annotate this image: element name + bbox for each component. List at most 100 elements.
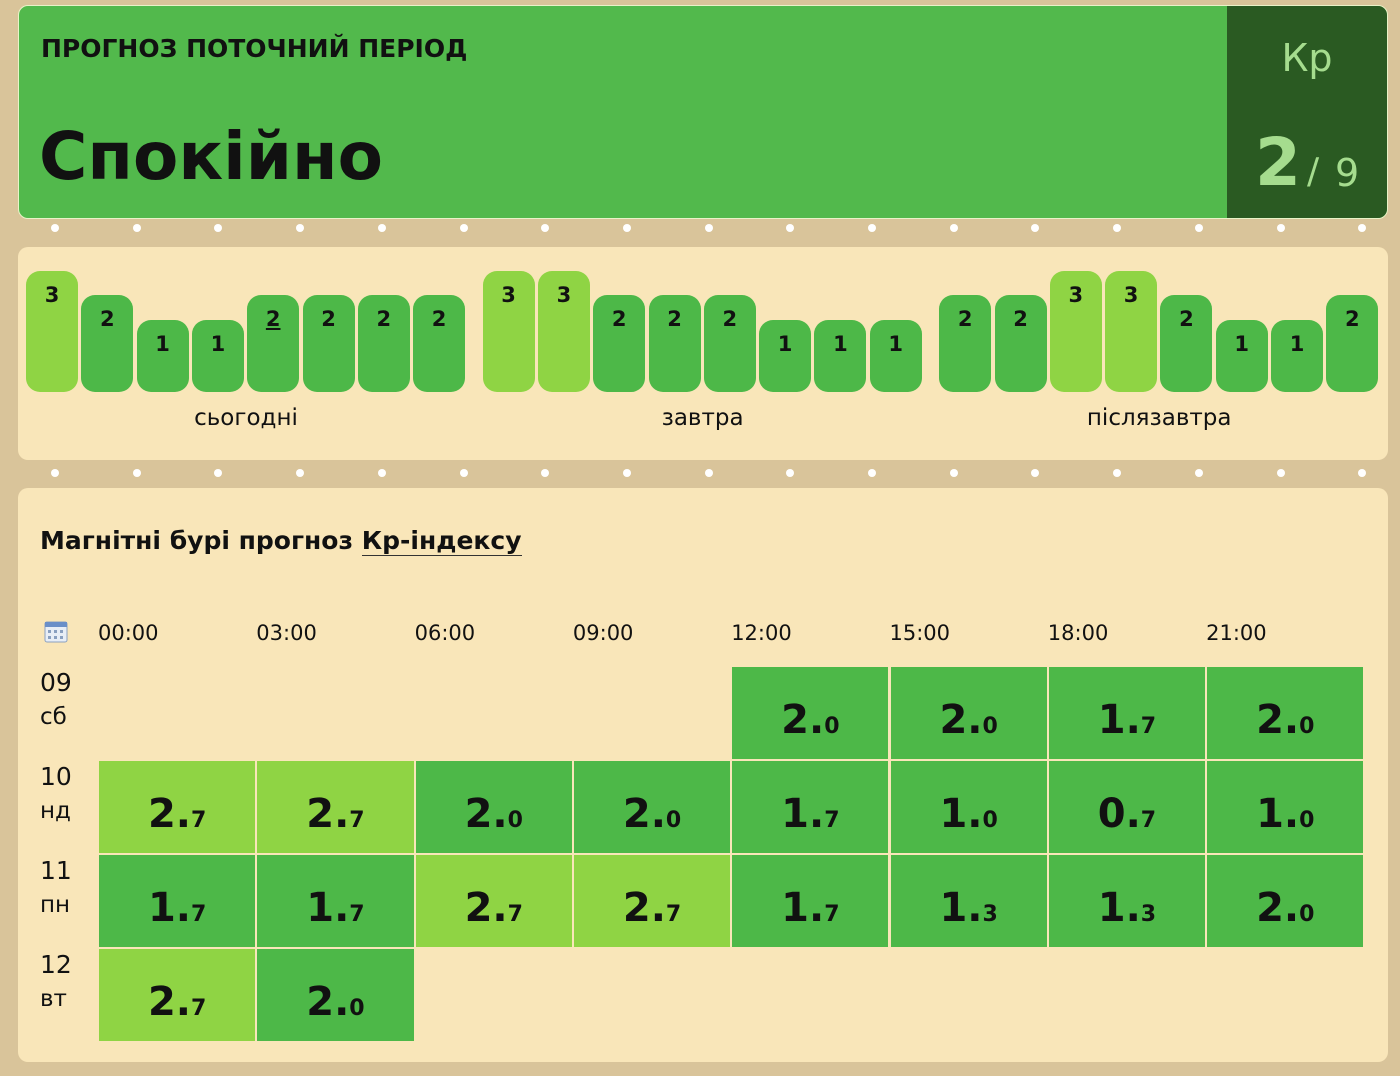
kp-cell: 2.0 xyxy=(414,760,573,854)
dot xyxy=(377,469,386,477)
dot xyxy=(1276,224,1285,232)
dot xyxy=(949,469,958,477)
kp-bar: 3 xyxy=(482,270,535,392)
row-weekday: пн xyxy=(40,892,71,918)
kp-bar: 2 xyxy=(703,295,756,392)
dot xyxy=(214,469,223,477)
kp-cell: 2.0 xyxy=(572,760,732,854)
kp-cell: 1.7 xyxy=(98,854,257,948)
dot xyxy=(296,469,305,477)
dot xyxy=(377,224,386,232)
kp-cell: 2.7 xyxy=(572,854,732,948)
dot xyxy=(132,224,141,232)
row-weekday: сб xyxy=(40,704,67,730)
dot xyxy=(459,469,468,477)
kp-cell: 1.7 xyxy=(731,760,890,854)
kp-cell: 1.0 xyxy=(1206,760,1365,854)
dot xyxy=(51,469,59,477)
row-date: 10 xyxy=(40,762,72,791)
hour-label: 21:00 xyxy=(1206,621,1267,645)
row-weekday: нд xyxy=(40,798,71,824)
dot xyxy=(541,224,550,232)
kp-bar: 2 xyxy=(994,295,1047,392)
kp-bar: 2 xyxy=(247,295,300,392)
dot xyxy=(622,224,631,232)
dot xyxy=(1113,469,1122,477)
kp-bar: 3 xyxy=(26,270,78,392)
day-label: післязавтра xyxy=(1086,405,1232,431)
dot xyxy=(949,224,958,232)
kp-max: 9 xyxy=(1335,151,1360,195)
kp-cell: 2.0 xyxy=(731,666,890,760)
kp-bar: 1 xyxy=(814,319,867,392)
hour-label: 18:00 xyxy=(1047,621,1109,645)
dot xyxy=(541,469,550,477)
row-date: 12 xyxy=(40,950,72,979)
kp-bar: 2 xyxy=(302,295,355,392)
dot xyxy=(868,469,876,477)
kp-bar: 3 xyxy=(1105,270,1158,392)
dot xyxy=(868,224,876,232)
kp-name: Кр xyxy=(1281,36,1333,80)
dot xyxy=(622,469,631,477)
dot xyxy=(1031,469,1040,477)
dot xyxy=(51,224,59,232)
kp-bar: 2 xyxy=(1160,295,1213,392)
dot xyxy=(786,224,795,232)
kp-bar: 2 xyxy=(1326,295,1379,392)
hour-label: 15:00 xyxy=(889,621,951,645)
title-link[interactable]: Кр-індексу xyxy=(361,526,522,556)
current-panel: ПРОГНОЗ ПОТОЧНИЙ ПЕРІОД Спокійно Кр 2 / … xyxy=(18,5,1388,219)
forecast-panel: 3 2 1 1 2 2 2 2 сьогодні 3 3 2 2 2 1 1 1 завтра 2 2 3 3 2 1 1 2 пі… xyxy=(18,247,1388,460)
kp-cell: 2.0 xyxy=(1206,854,1365,948)
kp-separator: / xyxy=(1307,151,1320,192)
hour-label: 00:00 xyxy=(98,621,159,645)
kp-cell: 0.7 xyxy=(1047,760,1207,854)
kp-bar: 2 xyxy=(648,295,701,392)
kp-cell: 2.7 xyxy=(98,948,257,1042)
kp-cell: 1.3 xyxy=(889,854,1048,948)
dot xyxy=(1358,224,1367,232)
dot xyxy=(704,469,713,477)
kp-cell: 2.7 xyxy=(98,760,257,854)
kp-bar: 1 xyxy=(759,319,812,392)
kp-bar: 2 xyxy=(357,295,410,392)
kp-bar: 2 xyxy=(939,295,992,392)
row-date: 11 xyxy=(40,856,72,885)
kp-bar: 3 xyxy=(537,270,590,392)
row-weekday: вт xyxy=(40,986,67,1012)
kp-cell: 2.7 xyxy=(256,760,415,854)
table-panel: Магнітні бурі прогноз Кр-індексу 00:00 03… xyxy=(18,488,1388,1062)
day-label: сьогодні xyxy=(194,405,298,431)
dot xyxy=(214,224,223,232)
table-title: Магнітні бурі прогноз Кр-індексу xyxy=(40,526,522,556)
kp-bar: 3 xyxy=(1049,270,1102,392)
kp-box: Кр 2 / 9 xyxy=(1227,6,1387,218)
kp-cell: 2.0 xyxy=(1206,666,1365,760)
hour-label: 12:00 xyxy=(731,621,792,645)
dot xyxy=(1113,224,1122,232)
dot xyxy=(1194,469,1203,477)
kp-cell: 2.0 xyxy=(256,948,415,1042)
dot xyxy=(1031,224,1040,232)
kp-bar: 2 xyxy=(81,295,134,392)
kp-bar: 1 xyxy=(1215,319,1268,392)
kp-cell: 2.7 xyxy=(414,854,573,948)
hour-label: 03:00 xyxy=(256,621,317,645)
dot xyxy=(1194,224,1203,232)
dot xyxy=(459,224,468,232)
kp-cell: 2.0 xyxy=(889,666,1048,760)
kp-cell: 1.3 xyxy=(1047,854,1207,948)
title-text: Магнітні бурі прогноз xyxy=(40,526,353,555)
dot xyxy=(1358,469,1367,477)
kp-bar: 2 xyxy=(593,295,646,392)
day-label: завтра xyxy=(661,405,744,431)
period-label: ПРОГНОЗ ПОТОЧНИЙ ПЕРІОД xyxy=(41,34,468,63)
kp-cell: 1.7 xyxy=(1047,666,1207,760)
row-date: 09 xyxy=(40,668,72,697)
hour-label: 09:00 xyxy=(572,621,634,645)
dot xyxy=(786,469,795,477)
kp-cell: 1.0 xyxy=(889,760,1048,854)
